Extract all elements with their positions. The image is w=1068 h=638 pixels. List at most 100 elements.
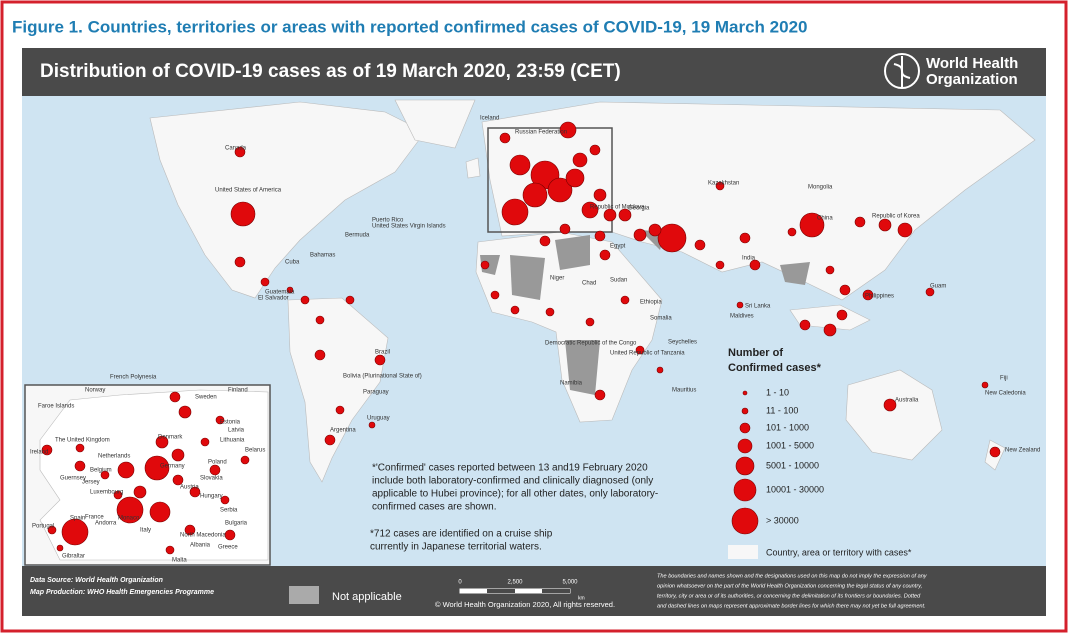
case-bubble (799, 212, 825, 238)
inset-label: Estonia (220, 420, 241, 426)
europe-box (487, 127, 613, 233)
case-bubble (324, 434, 336, 446)
map-label: Namibia (560, 381, 583, 387)
inset-label: Faroe Islands (38, 404, 74, 410)
case-bubble (368, 421, 376, 429)
case-bubble (715, 260, 725, 270)
map-label: United States Virgin Islands (372, 224, 446, 230)
disclaimer-line: and dashed lines on maps represent appro… (657, 603, 926, 609)
scale-unit: km (578, 595, 585, 601)
legend-item: 1 - 10 (766, 387, 789, 397)
case-bubble (823, 323, 837, 337)
case-bubble (925, 287, 935, 297)
case-bubble (178, 405, 192, 419)
map-label: Guam (930, 284, 946, 290)
scale-bar-segment (487, 589, 515, 593)
case-bubble (839, 284, 851, 296)
note-line: applicable to Hubei province); for all o… (372, 489, 658, 500)
map-label: Uruguay (367, 416, 390, 422)
map-label: Bahamas (310, 253, 335, 259)
not-applicable-areas (480, 230, 810, 395)
map-production: Map Production: WHO Health Emergencies P… (30, 589, 214, 596)
map-label: Fiji (1000, 376, 1008, 382)
case-bubble (74, 460, 86, 472)
case-bubble (510, 305, 520, 315)
map-label: Democratic Republic of the Congo (545, 341, 637, 347)
case-bubble (545, 307, 555, 317)
inset-label: Guernsey (60, 476, 86, 482)
case-bubble (189, 486, 201, 498)
case-bubble (547, 177, 573, 203)
inset-label: Denmark (158, 435, 183, 441)
case-bubble (314, 349, 326, 361)
case-bubble (490, 290, 500, 300)
case-bubble (565, 168, 585, 188)
case-bubble (585, 317, 595, 327)
case-bubble (220, 495, 230, 505)
header-bar (22, 48, 1046, 96)
map-label: Mongolia (808, 185, 833, 191)
case-bubble (374, 354, 386, 366)
map-label: China (817, 216, 833, 222)
case-bubble (345, 295, 355, 305)
not-applicable-label: Not applicable (332, 591, 402, 603)
case-bubble (184, 524, 196, 536)
case-bubble (572, 152, 588, 168)
case-bubble (165, 545, 175, 555)
map-labels: Canada United States of America Russian Fe… (110, 116, 1040, 454)
not-applicable-swatch (289, 586, 319, 604)
case-bubble (116, 496, 144, 524)
map-label: Kazakhstan (708, 181, 739, 187)
case-bubble (656, 366, 664, 374)
legend-applicable: Country, area or territory with cases* (766, 547, 912, 557)
case-bubble (694, 239, 706, 251)
case-bubble (825, 265, 835, 275)
inset-label: Albania (190, 543, 211, 549)
legend: 1 - 10 11 - 100 101 - 1000 1001 - 5000 5001 … (731, 387, 824, 535)
legend-symbol (737, 438, 753, 454)
figure-title: Figure 1. Countries, territories or area… (12, 17, 807, 36)
case-bubble (618, 208, 632, 222)
case-bubble (799, 319, 811, 331)
legend-title: Confirmed cases* (728, 362, 822, 374)
inset-label: Malta (172, 558, 187, 564)
legend-item: 10001 - 30000 (766, 484, 824, 494)
map-label: Georgia (628, 206, 650, 212)
inset-label: Norway (85, 388, 105, 394)
inset-label: Serbia (220, 508, 238, 514)
inset-label: Ireland (30, 450, 48, 456)
legend-symbol (739, 422, 751, 434)
case-bubble (787, 227, 797, 237)
case-bubble (133, 485, 147, 499)
scale-label: 0 (458, 580, 462, 586)
inset-label: Finland (228, 388, 248, 394)
inset-label: Greece (218, 545, 238, 551)
case-bubble (47, 525, 57, 535)
case-bubble (509, 154, 531, 176)
map-label: Russian Federation (515, 130, 567, 136)
case-bubble (589, 144, 601, 156)
org-name: World Health (926, 55, 1018, 72)
case-bubble (862, 289, 874, 301)
map-label: Niger (550, 276, 564, 282)
inset-label: Belgium (90, 468, 112, 474)
map-label: Egypt (610, 244, 626, 250)
case-bubble (260, 277, 270, 287)
map-label: French Polynesia (110, 375, 157, 381)
map-label: Canada (225, 146, 247, 152)
copyright: © World Health Organization 2020, All ri… (435, 600, 615, 609)
case-bubble (172, 474, 184, 486)
case-bubble (480, 260, 490, 270)
case-bubble (61, 518, 89, 546)
case-bubble (117, 461, 135, 479)
legend-symbol (733, 478, 757, 502)
case-bubble (234, 146, 246, 158)
map-label: Argentina (330, 428, 356, 434)
legend-item: 11 - 100 (766, 405, 798, 415)
map-label: Chad (582, 281, 596, 287)
case-bubble (41, 444, 53, 456)
map-label: United Republic of Tanzania (610, 351, 685, 357)
who-emblem-staff (893, 56, 911, 88)
